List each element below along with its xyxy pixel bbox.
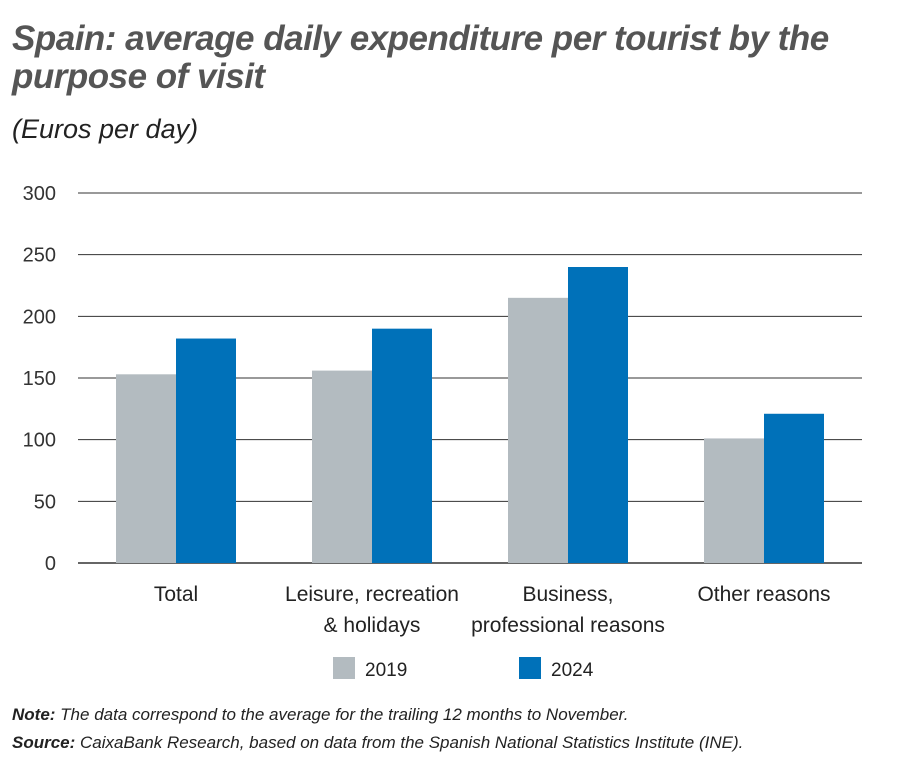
bar-2019 xyxy=(116,374,176,563)
legend-swatch xyxy=(519,657,541,679)
legend-swatch xyxy=(333,657,355,679)
source-text: CaixaBank Research, based on data from t… xyxy=(75,733,744,752)
note-text: The data correspond to the average for t… xyxy=(55,705,629,724)
y-tick-label: 150 xyxy=(23,368,56,390)
x-tick-label: Leisure, recreation xyxy=(285,583,459,606)
source: Source: CaixaBank Research, based on dat… xyxy=(12,733,743,753)
x-tick-label: Total xyxy=(154,583,198,606)
note-label: Note: xyxy=(12,705,56,724)
bar-2024 xyxy=(764,413,824,563)
legend-label: 2024 xyxy=(551,660,594,681)
bar-2019 xyxy=(508,297,568,563)
bar-2024 xyxy=(372,328,432,563)
x-tick-label: & holidays xyxy=(324,614,421,637)
y-tick-label: 50 xyxy=(34,491,56,513)
x-tick-label: Business, xyxy=(522,583,613,606)
bar-chart: 0 50 100 150 200 250 300 Total Leisure, recreati… xyxy=(23,183,862,681)
bar-2019 xyxy=(312,370,372,563)
note: Note: The data correspond to the average… xyxy=(12,705,628,725)
y-tick-label: 250 xyxy=(23,245,56,267)
y-tick-label: 300 xyxy=(23,183,56,205)
y-tick-label: 200 xyxy=(23,306,56,328)
bar-2019 xyxy=(704,438,764,563)
chart-title: Spain: average daily expenditure per tou… xyxy=(12,19,829,96)
source-label: Source: xyxy=(12,733,76,752)
y-tick-label: 0 xyxy=(45,553,56,575)
bar-2024 xyxy=(568,267,628,563)
legend-label: 2019 xyxy=(365,660,407,681)
y-tick-label: 100 xyxy=(23,430,56,452)
x-tick-label: professional reasons xyxy=(471,614,665,637)
x-tick-label: Other reasons xyxy=(697,583,830,606)
chart-subtitle: (Euros per day) xyxy=(12,114,199,144)
bar-2024 xyxy=(176,338,236,563)
